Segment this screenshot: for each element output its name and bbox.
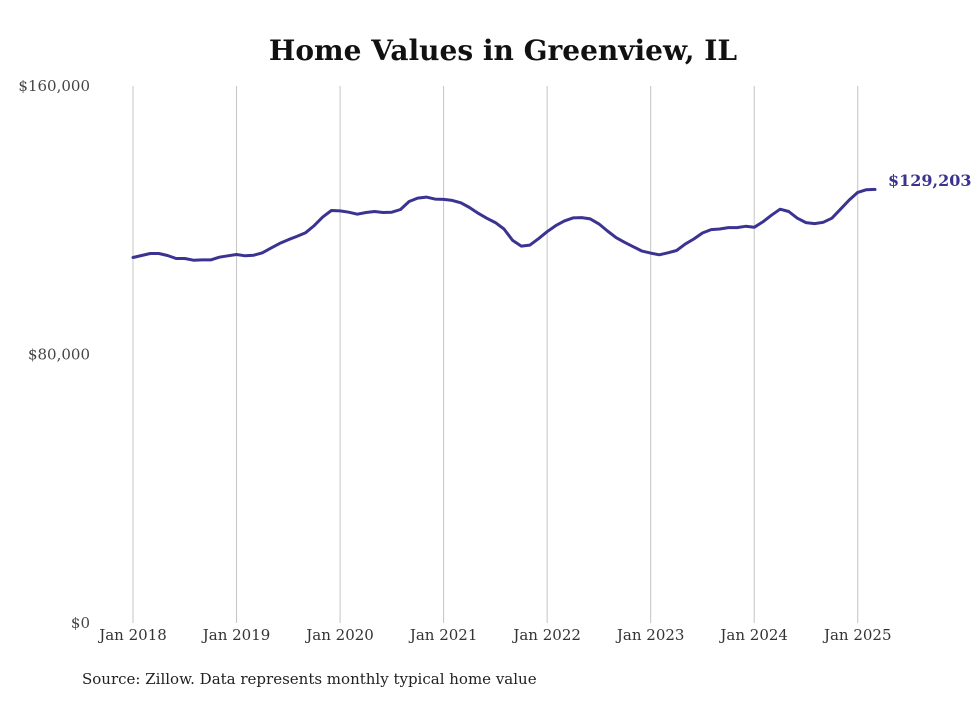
series <box>131 187 877 262</box>
source-note: Source: Zillow. Data represents monthly … <box>82 670 537 688</box>
x-tick-label: Jan 2025 <box>822 626 892 644</box>
x-tick-label: Jan 2022 <box>511 626 581 644</box>
grid <box>132 86 859 623</box>
x-tick-label: Jan 2024 <box>718 626 788 644</box>
y-axis-ticks: $160,000 $80,000 $0 <box>18 77 90 632</box>
y-tick-label: $160,000 <box>18 77 90 95</box>
x-tick-label: Jan 2018 <box>97 626 167 644</box>
series-line <box>131 187 877 262</box>
y-tick-label: $80,000 <box>28 346 90 364</box>
x-tick-label: Jan 2020 <box>304 626 374 644</box>
x-axis-ticks: Jan 2018 Jan 2019 Jan 2020 Jan 2021 Jan 2022… <box>97 626 891 644</box>
x-tick-label: Jan 2021 <box>408 626 478 644</box>
end-value-label: $129,203 <box>888 171 972 190</box>
x-tick-label: Jan 2023 <box>615 626 685 644</box>
chart-title: Home Values in Greenview, IL <box>269 34 737 67</box>
y-tick-label: $0 <box>71 614 90 632</box>
x-tick-label: Jan 2019 <box>201 626 271 644</box>
